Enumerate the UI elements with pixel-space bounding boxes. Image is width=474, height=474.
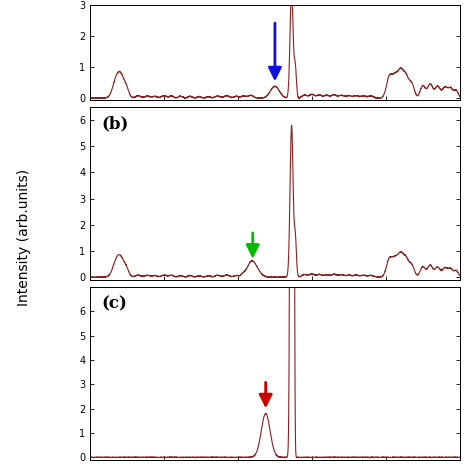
Text: (c): (c) [101, 296, 127, 313]
Text: Intensity (arb.units): Intensity (arb.units) [17, 168, 31, 306]
Text: (b): (b) [101, 116, 128, 133]
